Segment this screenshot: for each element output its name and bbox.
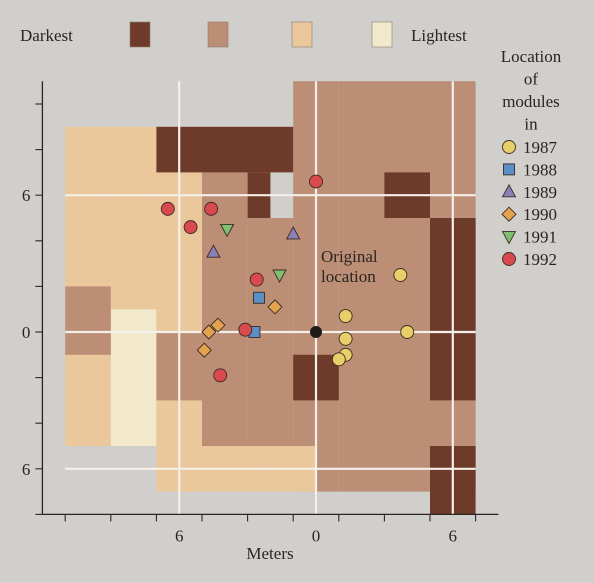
module-1992-point [160, 201, 175, 216]
shade-cell [110, 309, 157, 446]
grid-lines [65, 81, 476, 515]
legend-marker-1990 [501, 206, 517, 222]
legend-shade-swatch [129, 21, 151, 48]
shade-cell [110, 263, 157, 310]
module-points: Original location [160, 174, 415, 383]
module-1990-point [210, 317, 226, 333]
legend-shade-swatch [371, 21, 393, 48]
module-1992-point [249, 272, 264, 287]
module-1990-point [196, 342, 212, 358]
module-1989-point [206, 244, 221, 258]
module-1992-point [204, 201, 219, 216]
x-tick-label: 6 [175, 526, 184, 545]
x-axis-title: Meters [246, 544, 293, 563]
module-1987-point [393, 268, 408, 282]
legend-shade-swatch [291, 21, 313, 48]
axes: 6 0 6 6 0 6 [22, 81, 499, 545]
module-legend-title-line: modules [502, 92, 560, 111]
original-location-label-line: location [321, 267, 376, 286]
module-1987-point [338, 309, 353, 323]
original-location-label: Original location [321, 247, 378, 286]
legend-label-1989: 1989 [523, 183, 557, 202]
legend-marker-1987 [502, 140, 516, 154]
module-1987-point [331, 352, 346, 367]
legend-label-1987: 1987 [523, 138, 558, 157]
y-tick-label: 6 [22, 460, 31, 479]
y-tick-label: 6 [22, 186, 31, 205]
y-tick-label: 0 [22, 323, 31, 342]
module-legend-title: Location of modules in [501, 47, 562, 134]
x-tick-label: 0 [312, 526, 321, 545]
legend-marker-1991 [501, 231, 517, 245]
module-1987-point [400, 325, 415, 339]
legend-lightest-label: Lightest [411, 26, 467, 45]
module-1991-point [272, 269, 287, 283]
module-1990-point [201, 324, 217, 340]
module-1988-point [253, 291, 265, 304]
legend-label-1991: 1991 [523, 228, 557, 247]
legend-marker-1992 [502, 252, 516, 266]
module-legend-title-line: of [524, 70, 539, 89]
module-1992-point [238, 322, 253, 337]
legend-shade-swatch [207, 21, 229, 48]
legend-darkest-label: Darkest [20, 26, 73, 45]
module-1992-point [213, 368, 228, 383]
module-1987-point [338, 331, 353, 346]
original-location-label-line: Original [321, 247, 378, 266]
legend: Darkest Lightest Location of modules in 1987 19… [20, 21, 562, 269]
module-1991-point [219, 223, 235, 238]
shade-cell [156, 126, 294, 173]
module-legend-title-line: Location [501, 47, 562, 66]
legend-marker-1989 [501, 183, 517, 198]
shade-cell [202, 172, 248, 446]
legend-label-1990: 1990 [523, 205, 557, 224]
legend-label-1988: 1988 [523, 160, 557, 179]
x-tick-label: 6 [449, 526, 458, 545]
module-1992-point [309, 174, 323, 189]
legend-label-1992: 1992 [523, 250, 557, 269]
original-location-point [310, 326, 322, 338]
module-1992-point [183, 220, 198, 235]
module-legend-title-line: in [524, 115, 538, 134]
shade-cells [65, 81, 476, 515]
module-1989-point [285, 226, 301, 240]
module-1990-point [267, 299, 283, 315]
legend-marker-1988 [503, 163, 515, 176]
shade-cell [65, 286, 111, 355]
